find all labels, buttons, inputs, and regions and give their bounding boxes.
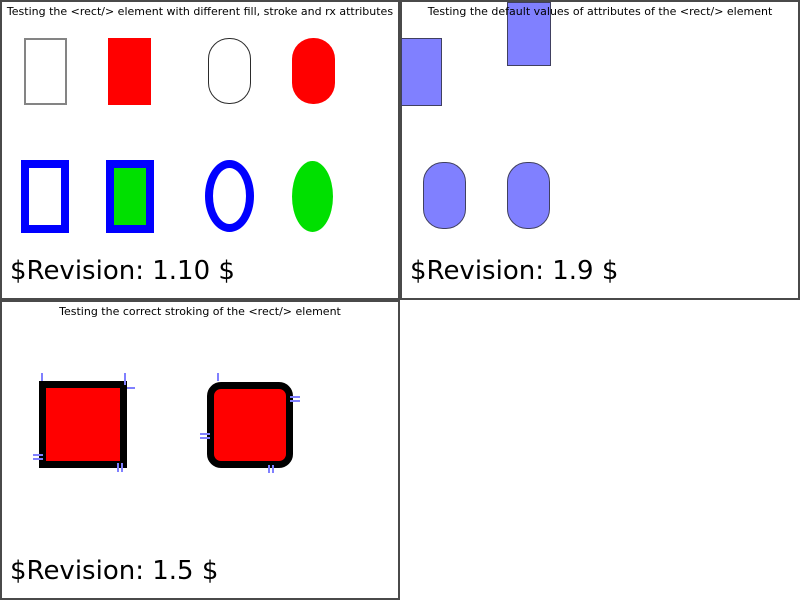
tick-a-bottom-left-h2 — [33, 458, 43, 460]
rect-blue-stroke-rounded — [205, 160, 254, 232]
rect-thick-stroke-square — [39, 381, 127, 468]
rect-green-ellipse — [292, 161, 333, 232]
rect-thick-stroke-rounded — [207, 382, 293, 468]
rect-rounded-stroked — [208, 38, 251, 104]
rect-plain-stroked — [24, 38, 67, 105]
revision-text: $Revision: 1.10 $ — [10, 256, 235, 286]
panel-title: Testing the correct stroking of the <rec… — [59, 305, 341, 318]
tick-a-top-right-v — [124, 373, 126, 385]
rect-blue-stroke-white — [21, 160, 69, 233]
rect-default-x — [401, 38, 442, 106]
rect-rounded-red — [292, 38, 335, 104]
tick-b-right-h2 — [290, 400, 300, 402]
panel-title: Testing the default values of attributes… — [427, 5, 773, 18]
rect-blue-stroke-green — [106, 160, 154, 233]
panel-default-values: Testing the default values of attributes… — [400, 0, 800, 300]
tick-b-left-h1 — [200, 433, 210, 435]
tick-a-bottom-left-h1 — [33, 454, 43, 456]
revision-text: $Revision: 1.9 $ — [410, 256, 619, 286]
tick-b-left-h2 — [200, 437, 210, 439]
rect-default-ry — [507, 162, 550, 229]
tick-a-bottom-right-v1 — [117, 463, 119, 472]
tick-b-bottom-v1 — [268, 465, 270, 473]
rect-red-fill — [108, 38, 151, 105]
tick-b-top-v — [217, 373, 219, 381]
rect-default-y — [507, 2, 551, 66]
panel-title: Testing the <rect/> element with differe… — [6, 5, 394, 18]
tick-a-bottom-right-v2 — [121, 463, 123, 472]
tick-a-top-left-v — [41, 373, 43, 381]
panel-stroking: Testing the correct stroking of the <rec… — [0, 300, 400, 600]
tick-a-top-right-h — [127, 387, 135, 389]
revision-text: $Revision: 1.5 $ — [10, 556, 219, 586]
tick-b-bottom-v2 — [272, 465, 274, 473]
rect-default-rx — [423, 162, 466, 229]
tick-b-right-h1 — [290, 396, 300, 398]
